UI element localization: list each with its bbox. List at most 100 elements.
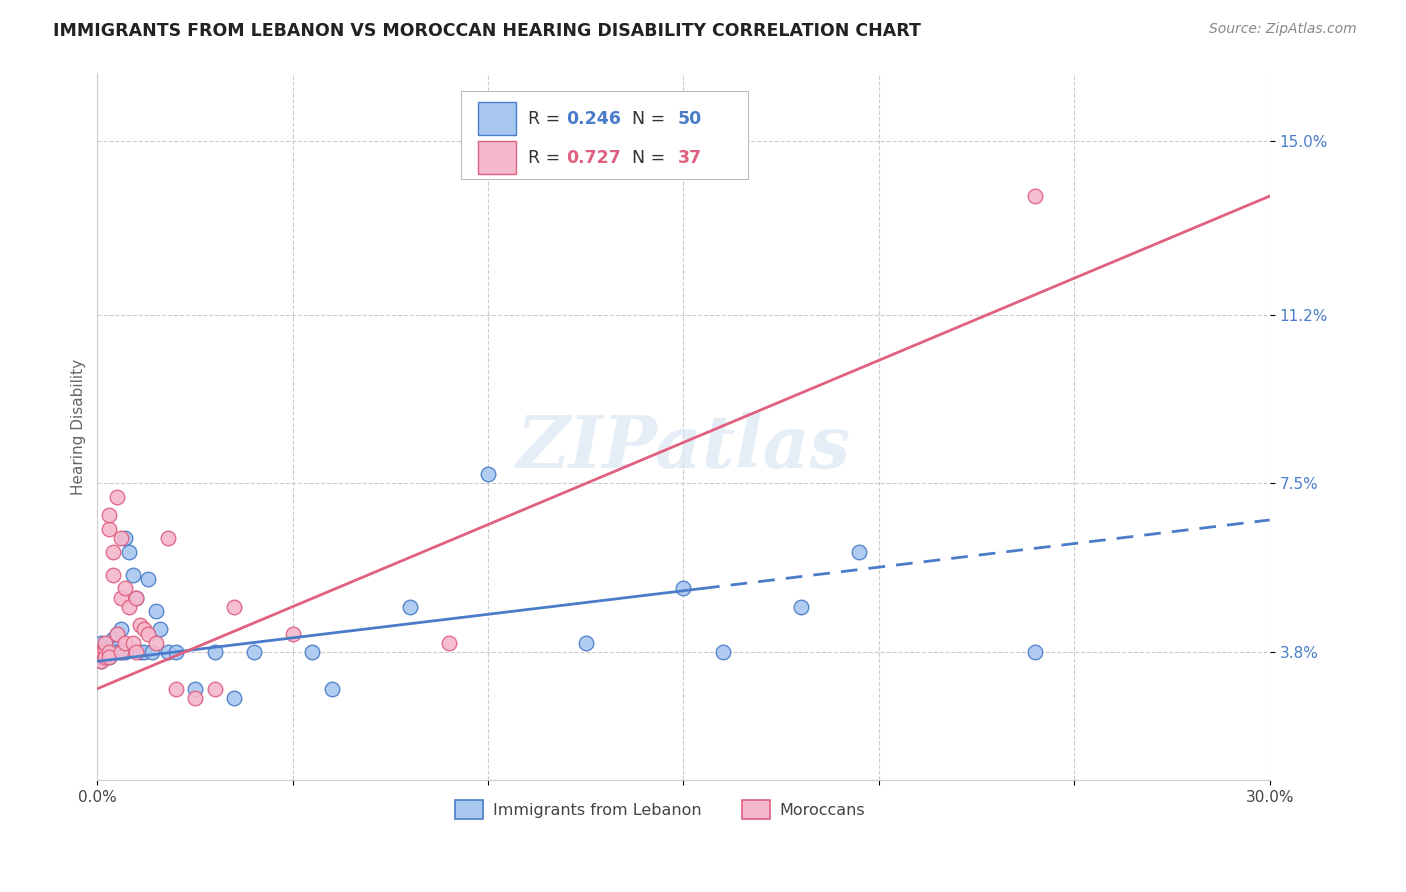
Point (165, 681, 187, 696)
Point (117, 545, 139, 559)
Point (114, 582, 136, 596)
Point (156, 645, 179, 659)
Point (90, 654, 112, 668)
Point (98, 645, 121, 659)
Point (129, 645, 152, 659)
Point (136, 627, 159, 641)
Point (110, 645, 132, 659)
Point (101, 545, 124, 559)
Point (156, 531, 179, 545)
Text: N =: N = (621, 110, 671, 128)
Point (848, 545, 870, 559)
Point (94, 649, 117, 664)
Point (89, 645, 111, 659)
Point (1024, 645, 1046, 659)
Y-axis label: Hearing Disability: Hearing Disability (72, 359, 86, 494)
FancyBboxPatch shape (478, 141, 516, 174)
Point (224, 599, 246, 614)
Point (94, 640, 117, 655)
Point (90, 645, 112, 659)
Point (110, 623, 132, 637)
Point (399, 599, 422, 614)
FancyBboxPatch shape (478, 103, 516, 135)
Point (98, 636, 121, 650)
Point (184, 681, 207, 696)
Point (224, 690, 246, 705)
Point (114, 636, 136, 650)
Point (98, 508, 121, 523)
FancyBboxPatch shape (461, 91, 748, 179)
Point (145, 604, 167, 618)
Text: R =: R = (527, 149, 565, 167)
Point (790, 599, 813, 614)
Point (101, 636, 124, 650)
Point (90, 654, 112, 668)
Point (105, 645, 128, 659)
Point (711, 645, 734, 659)
Point (98, 522, 121, 536)
Point (575, 636, 598, 650)
Point (145, 636, 167, 650)
Point (125, 645, 148, 659)
Point (165, 645, 187, 659)
Point (94, 645, 117, 659)
Point (90, 645, 112, 659)
Point (477, 467, 499, 482)
Point (437, 636, 460, 650)
Point (101, 632, 124, 646)
Point (125, 591, 148, 605)
Point (301, 645, 323, 659)
Point (105, 640, 128, 655)
Point (90, 649, 112, 664)
Point (136, 572, 159, 586)
Point (321, 681, 343, 696)
Point (91, 645, 114, 659)
Point (141, 645, 163, 659)
Point (105, 627, 128, 641)
Point (184, 690, 207, 705)
Point (129, 618, 152, 632)
Point (110, 591, 132, 605)
Point (114, 645, 136, 659)
Point (94, 645, 117, 659)
Point (98, 649, 121, 664)
Point (91, 645, 114, 659)
Text: Source: ZipAtlas.com: Source: ZipAtlas.com (1209, 22, 1357, 37)
Point (149, 623, 172, 637)
Text: IMMIGRANTS FROM LEBANON VS MOROCCAN HEARING DISABILITY CORRELATION CHART: IMMIGRANTS FROM LEBANON VS MOROCCAN HEAR… (53, 22, 921, 40)
Point (98, 640, 121, 655)
Point (105, 627, 128, 641)
Point (134, 645, 156, 659)
Point (98, 649, 121, 664)
Text: ZIPatlas: ZIPatlas (516, 412, 851, 483)
Point (114, 531, 136, 545)
Legend: Immigrants from Lebanon, Moroccans: Immigrants from Lebanon, Moroccans (449, 794, 872, 825)
Point (101, 645, 124, 659)
Point (110, 645, 132, 659)
Point (134, 623, 156, 637)
Text: 50: 50 (678, 110, 702, 128)
Point (204, 681, 226, 696)
Point (91, 645, 114, 659)
Point (1024, 189, 1046, 203)
Text: 0.727: 0.727 (567, 149, 621, 167)
Point (94, 649, 117, 664)
Text: R =: R = (527, 110, 565, 128)
Point (98, 645, 121, 659)
Point (101, 645, 124, 659)
Point (90, 636, 112, 650)
Text: 0.246: 0.246 (567, 110, 621, 128)
Point (94, 636, 117, 650)
Point (672, 582, 695, 596)
Text: 37: 37 (678, 149, 702, 167)
Point (281, 627, 304, 641)
Point (204, 645, 226, 659)
Point (110, 531, 132, 545)
Point (117, 599, 139, 614)
Point (121, 567, 143, 582)
Point (94, 649, 117, 664)
Point (105, 490, 128, 504)
Point (125, 591, 148, 605)
Point (242, 645, 264, 659)
Point (121, 636, 143, 650)
